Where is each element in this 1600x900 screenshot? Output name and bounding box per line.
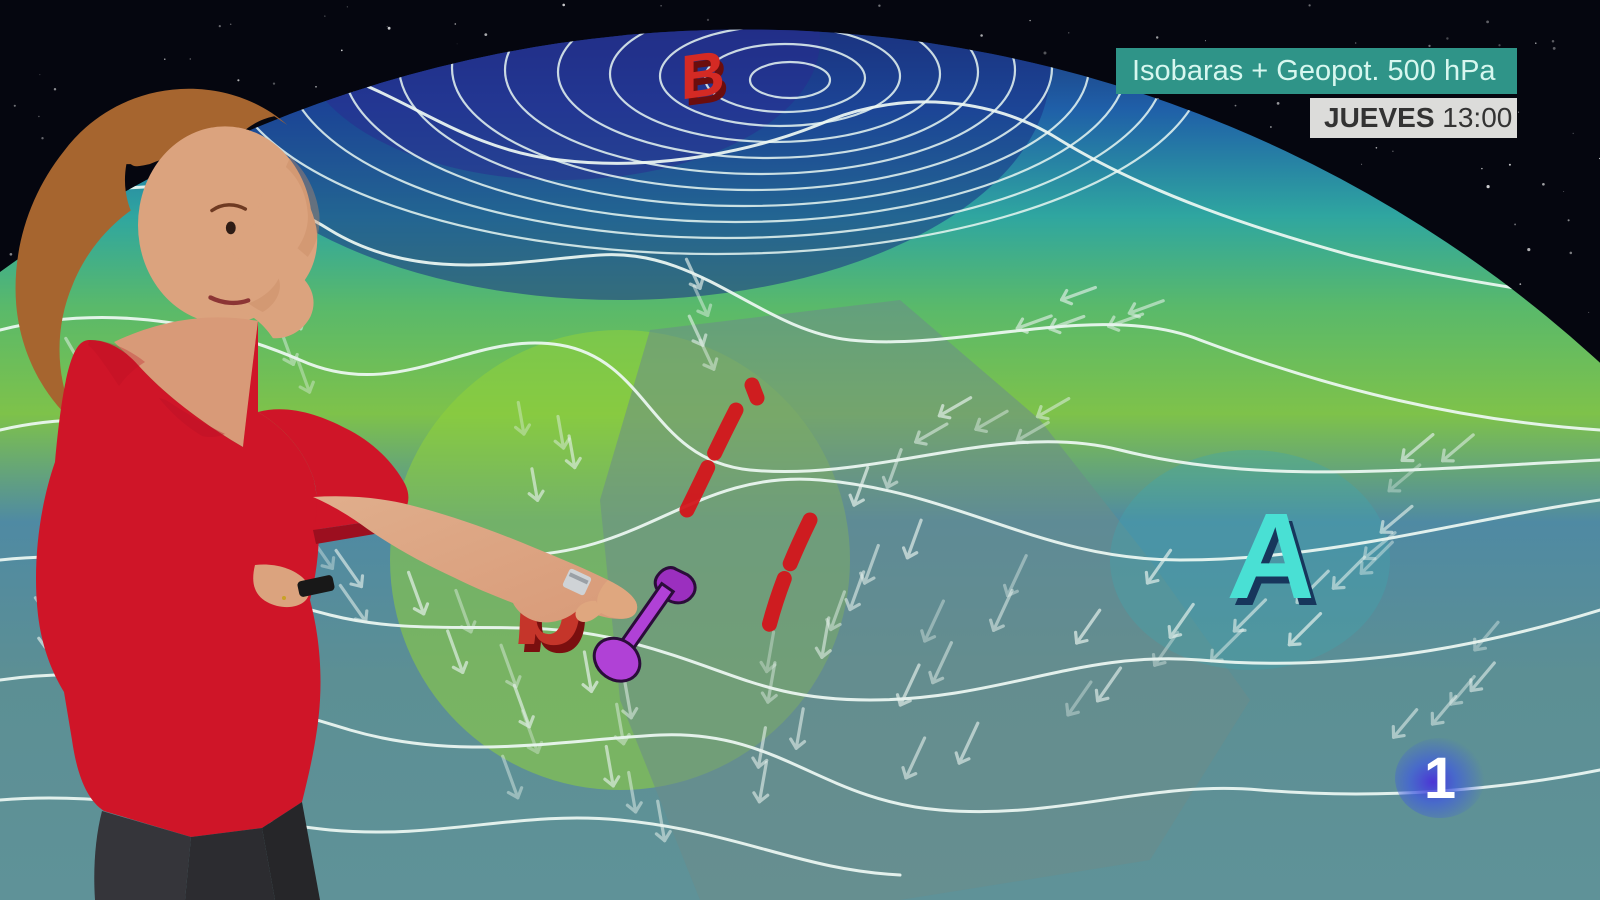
svg-text:1: 1 <box>1424 746 1456 811</box>
svg-text:A: A <box>1225 487 1323 624</box>
